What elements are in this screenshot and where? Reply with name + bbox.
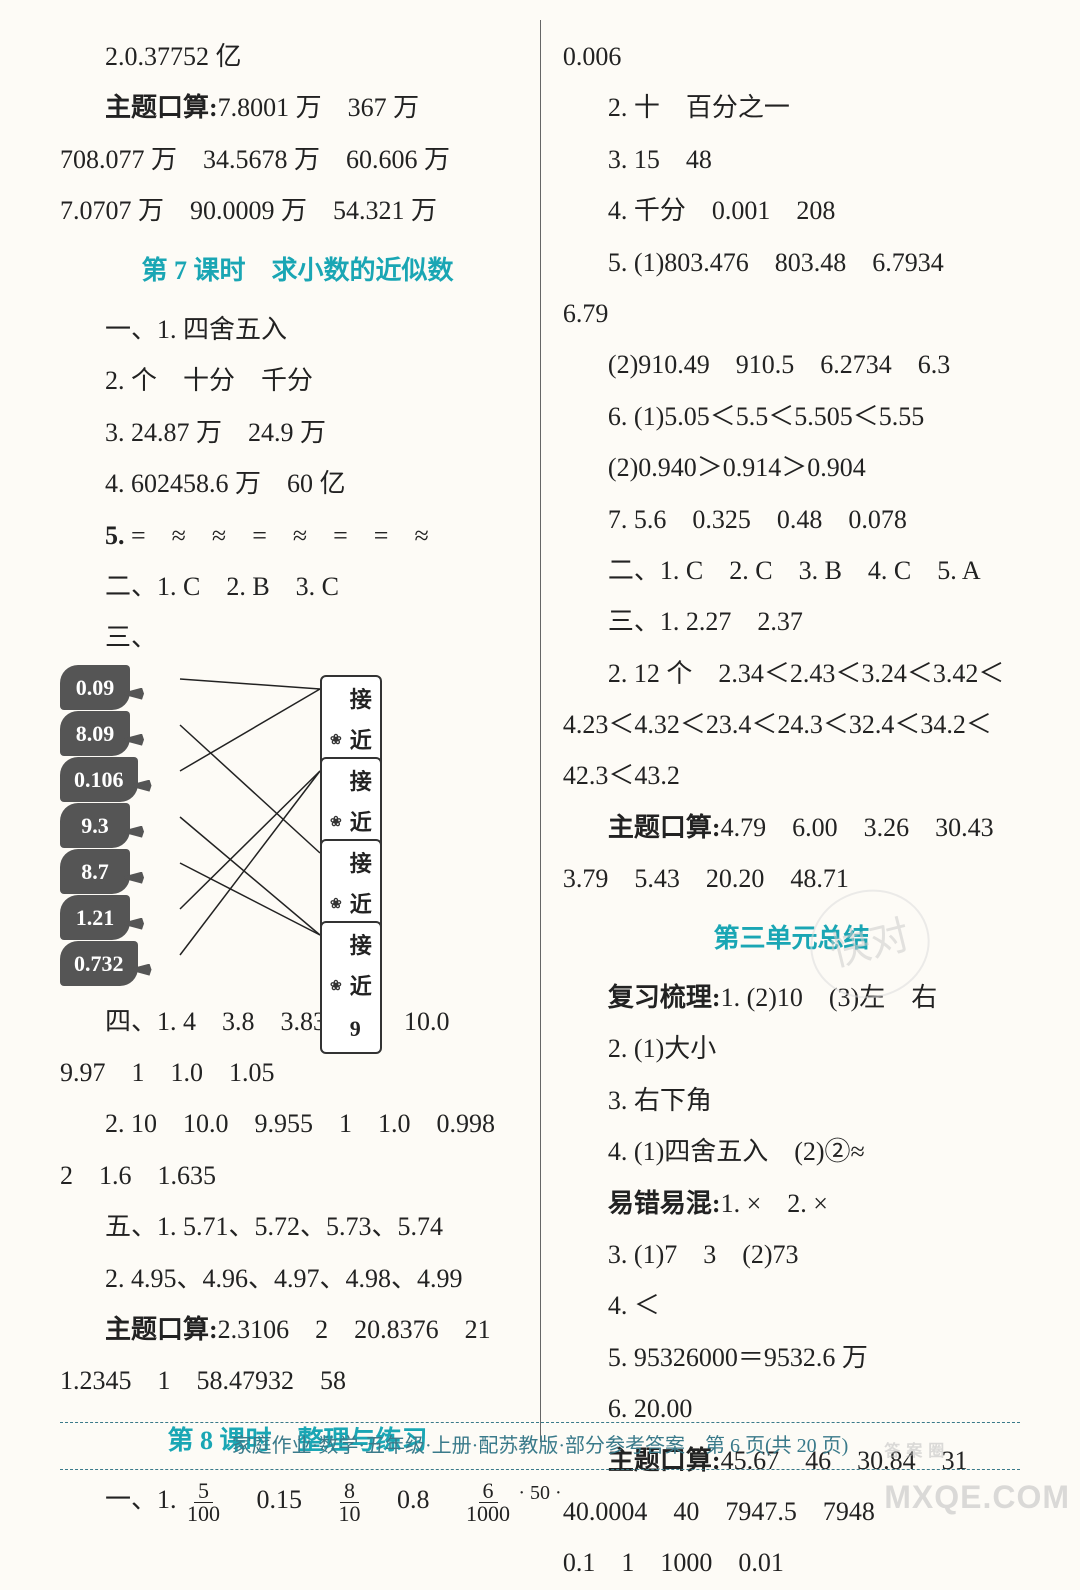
text-line: 6. (1)5.05＜5.5＜5.505＜5.55	[563, 392, 1020, 441]
text-line: 一、1. 四舍五入	[60, 305, 535, 354]
text-line: 主题口算:2.3106 2 20.8376 21	[60, 1305, 535, 1354]
text-line: 3. 15 48	[563, 135, 1020, 184]
text-line: 4. (1)四舍五入 (2)②≈	[563, 1127, 1020, 1176]
section-heading: 第 7 课时 求小数的近似数	[60, 246, 535, 295]
label: 复习梳理:	[608, 983, 721, 1012]
text-line: 3. 右下角	[563, 1076, 1020, 1125]
text-line: 3. (1)7 3 (2)73	[563, 1230, 1020, 1279]
bucket-node: 接近 9	[320, 921, 382, 1054]
text: 7.8001 万 367 万	[218, 93, 420, 122]
leaf-node: 0.09	[60, 665, 130, 711]
text-line: (2)910.49 910.5 6.2734 6.3	[563, 340, 1020, 389]
text-line: 5. = ≈ ≈ = ≈ = = ≈	[60, 511, 535, 560]
leaf-node: 8.09	[60, 711, 130, 757]
leaf-node: 8.7	[60, 849, 130, 895]
label: 5.	[105, 521, 131, 550]
text-line: 5. 95326000＝9532.6 万	[563, 1333, 1020, 1382]
text-line: 主题口算:7.8001 万 367 万	[60, 83, 535, 132]
leaf-node: 0.732	[60, 941, 138, 987]
text-line: 五、1. 5.71、5.72、5.73、5.74	[60, 1202, 535, 1251]
text-line: 4. ＜	[563, 1281, 1020, 1330]
column-divider	[540, 20, 541, 1442]
text: 1. × 2. ×	[721, 1189, 828, 1218]
text-line: 7.0707 万 90.0009 万 54.321 万	[60, 186, 535, 235]
label: 主题口算:	[105, 1315, 218, 1344]
text-line: 708.077 万 34.5678 万 60.606 万	[60, 135, 535, 184]
text: = ≈ ≈ = ≈ = = ≈	[131, 521, 429, 550]
text-line: 2. 个 十分 千分	[60, 356, 535, 405]
left-column: 2.0.37752 亿 主题口算:7.8001 万 367 万 708.077 …	[60, 30, 535, 1590]
text-line: 4. 千分 0.001 208	[563, 186, 1020, 235]
text-line: 4. 602458.6 万 60 亿	[60, 459, 535, 508]
brand-watermark: 答案圈 MXQE.COM	[884, 1437, 1070, 1528]
text-line: 二、1. C 2. B 3. C	[60, 562, 535, 611]
text: 2.3106 2 20.8376 21	[218, 1315, 491, 1344]
text-line: 2 1.6 1.635	[60, 1151, 535, 1200]
text-line: 2. 10 10.0 9.955 1 1.0 0.998	[60, 1099, 535, 1148]
brand-en: MXQE.COM	[884, 1479, 1070, 1515]
text: 1. (2)10 (3)左 右	[721, 983, 938, 1012]
text-line: 7. 5.6 0.325 0.48 0.078	[563, 495, 1020, 544]
text-line: 主题口算:4.79 6.00 3.26 30.43	[563, 803, 1020, 852]
text-line: 3.79 5.43 20.20 48.71	[563, 854, 1020, 903]
text-line: 1.2345 1 58.47932 58	[60, 1356, 535, 1405]
brand-cn: 答案圈	[884, 1437, 1070, 1467]
text: 4.79 6.00 3.26 30.43	[721, 813, 994, 842]
section-heading: 第三单元总结	[563, 914, 1020, 963]
text-line: 42.3＜43.2	[563, 751, 1020, 800]
footer-text: 家庭作业·数学·五年级·上册·配苏教版·部分参考答案 第 6 页(共 20 页)	[60, 1422, 1020, 1470]
text-line: 9.97 1 1.0 1.05	[60, 1048, 535, 1097]
label: 主题口算:	[608, 813, 721, 842]
text-line: 4.23＜4.32＜23.4＜24.3＜32.4＜34.2＜	[563, 700, 1020, 749]
leaf-node: 9.3	[60, 803, 130, 849]
text-line: 易错易混:1. × 2. ×	[563, 1179, 1020, 1228]
label: 主题口算:	[105, 93, 218, 122]
text-line: 三、	[60, 613, 535, 662]
text-line: 2. 4.95、4.96、4.97、4.98、4.99	[60, 1254, 535, 1303]
text-line: 0.1 1 1000 0.01	[563, 1538, 1020, 1587]
label: 易错易混:	[608, 1189, 721, 1218]
text-line: 2.0.37752 亿	[60, 32, 535, 81]
text-line: 二、1. C 2. C 3. B 4. C 5. A	[563, 546, 1020, 595]
leaf-node: 0.106	[60, 757, 138, 803]
text-line: 复习梳理:1. (2)10 (3)左 右	[563, 973, 1020, 1022]
text-line: 6.79	[563, 289, 1020, 338]
text-line: 四、1. 4 3.8 3.83 10 10.0	[60, 997, 535, 1046]
text-line: 5. (1)803.476 803.48 6.7934	[563, 238, 1020, 287]
right-column: 0.006 2. 十 百分之一 3. 15 48 4. 千分 0.001 208…	[545, 30, 1020, 1590]
text-line: 三、1. 2.27 2.37	[563, 597, 1020, 646]
text-line: 3. 24.87 万 24.9 万	[60, 408, 535, 457]
text-line: 0.006	[563, 32, 1020, 81]
text-line: 2. 12 个 2.34＜2.43＜3.24＜3.42＜	[563, 649, 1020, 698]
text-line: (2)0.940＞0.914＞0.904	[563, 443, 1020, 492]
text-line: 2. 十 百分之一	[563, 83, 1020, 132]
text-line: 2. (1)大小	[563, 1024, 1020, 1073]
matching-diagram: 0.098.090.1069.38.71.210.732 接近 0接近 1接近 …	[60, 665, 535, 995]
leaf-node: 1.21	[60, 895, 130, 941]
